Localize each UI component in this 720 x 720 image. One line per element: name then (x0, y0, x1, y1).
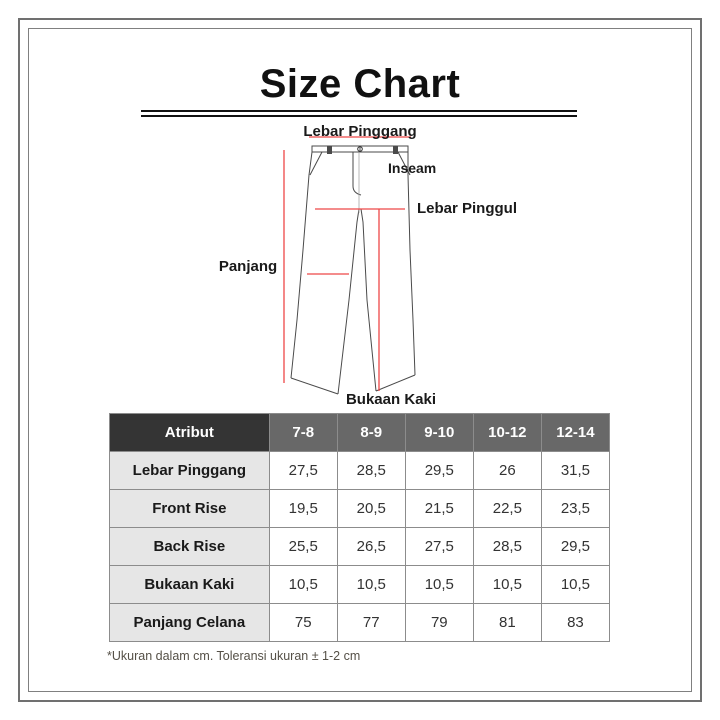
svg-text:Inseam: Inseam (388, 160, 436, 176)
svg-text:Lebar Pinggang: Lebar Pinggang (303, 123, 416, 140)
svg-text:Lebar Pinggul: Lebar Pinggul (417, 200, 517, 217)
svg-text:Panjang: Panjang (219, 258, 277, 275)
svg-text:Bukaan Kaki: Bukaan Kaki (346, 391, 436, 408)
